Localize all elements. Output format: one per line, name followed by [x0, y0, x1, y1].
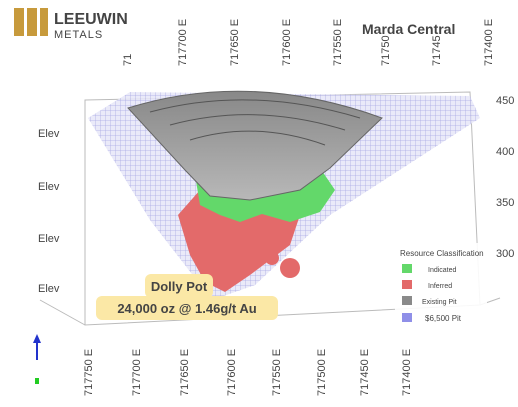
axis-label: 717400 E — [401, 349, 413, 396]
callout-box — [96, 296, 278, 320]
callout-detail: 24,000 oz @ 1.46g/t Au — [117, 301, 256, 316]
legend-title: Resource Classification — [400, 249, 484, 258]
orientation-gizmo — [33, 334, 41, 384]
callout: Dolly Pot 24,000 oz @ 1.46g/t Au — [96, 274, 278, 320]
axis-label: 717650 E — [229, 19, 241, 66]
axis-label: 350 — [496, 197, 514, 209]
axis-label: 71 — [122, 54, 134, 66]
axis-label: 717750 E — [83, 349, 95, 396]
axis-label: Elev — [38, 181, 60, 193]
legend-label: Inferred — [428, 283, 452, 290]
axis-label: 400 — [496, 146, 514, 158]
legend-label: Existing Pit — [422, 299, 457, 306]
axis-label: 717600 E — [281, 19, 293, 66]
axis-label: 717550 E — [271, 349, 283, 396]
legend-swatch — [402, 264, 412, 273]
legend-swatch — [402, 280, 412, 289]
existing-pit — [127, 90, 383, 201]
logo-sub: METALS — [54, 29, 103, 41]
axis-label: Elev — [38, 233, 60, 245]
axis-label: 717600 E — [226, 349, 238, 396]
bottom-axis: 717750 E 717700 E 717650 E 717600 E 7175… — [83, 349, 413, 396]
inferred-lobe — [280, 258, 300, 278]
axis-label: 717700 E — [131, 349, 143, 396]
axis-label: 717700 E — [177, 19, 189, 66]
pit-benches — [149, 99, 361, 146]
axis-label: 717400 E — [483, 19, 495, 66]
axis-label: 717650 E — [179, 349, 191, 396]
axis-label: 717550 E — [332, 19, 344, 66]
axis-label: 71745 — [431, 35, 443, 66]
callout-box — [145, 274, 213, 298]
legend-swatch — [402, 313, 412, 322]
legend-label: $6,500 Pit — [425, 314, 462, 323]
axis-label: 300 — [496, 248, 514, 260]
axis-label: 71750 — [380, 35, 392, 66]
axis-label: 450 — [496, 95, 514, 107]
title: Marda Central — [362, 21, 455, 37]
axis-label: Elev — [38, 128, 60, 140]
legend: Resource Classification Indicated Inferr… — [395, 243, 487, 329]
top-axis: 71 717700 E 717650 E 717600 E 717550 E 7… — [122, 19, 495, 66]
logo-name: LEEUWIN — [54, 11, 128, 28]
left-axis: Elev Elev Elev Elev — [38, 128, 60, 295]
axis-label: 717450 E — [359, 349, 371, 396]
inferred-lobe — [265, 251, 279, 265]
logo: LEEUWIN METALS — [14, 8, 128, 41]
legend-label: Indicated — [428, 267, 457, 274]
axis-label: Elev — [38, 283, 60, 295]
axis-label: 717500 E — [316, 349, 328, 396]
right-axis: 450 400 350 300 — [496, 95, 514, 260]
callout-name: Dolly Pot — [151, 279, 208, 294]
legend-swatch — [402, 296, 412, 305]
